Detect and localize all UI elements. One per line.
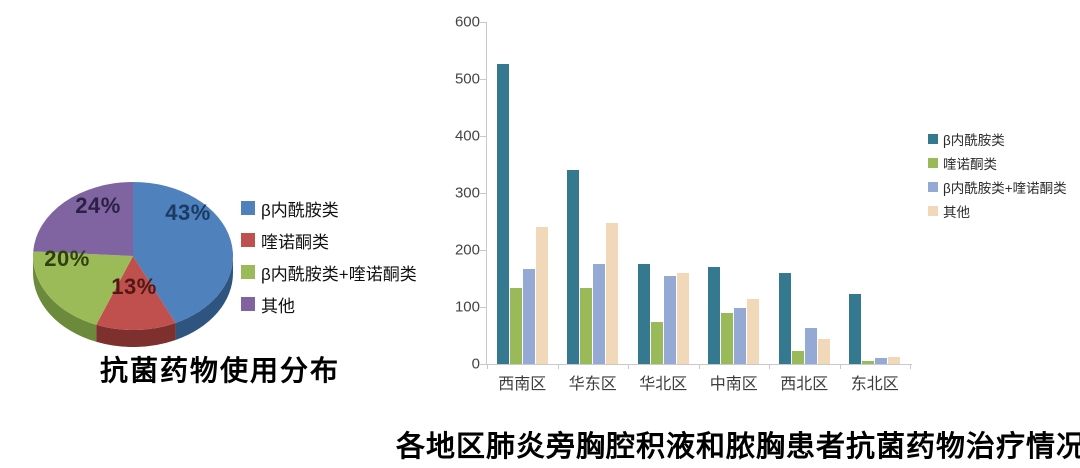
bar-group-华东区 <box>558 22 629 364</box>
bar-中南区-喹诺酮类 <box>721 313 734 364</box>
legend-item: 喹诺酮类 <box>928 151 1067 175</box>
bar-东北区-β内酰胺类+喹诺酮类 <box>875 358 888 364</box>
x-axis-label-中南区: 中南区 <box>709 376 758 393</box>
x-axis-label-华北区: 华北区 <box>639 376 688 393</box>
bar-西北区-喹诺酮类 <box>791 351 804 364</box>
bar-chart-x-axis-labels: 西南区 华东区 华北区 中南区 西北区 东北区 <box>487 370 910 394</box>
legend-label: β内酰胺类 <box>943 133 1005 148</box>
bar-东北区-其他 <box>888 357 901 364</box>
y-axis-tick-mark <box>480 22 486 23</box>
x-axis-label-西北区: 西北区 <box>780 376 829 393</box>
legend-item: β内酰胺类+喹诺酮类 <box>928 175 1067 199</box>
y-axis-tick-mark <box>480 136 486 137</box>
legend-label: 喹诺酮类 <box>261 232 329 252</box>
bar-西南区-其他 <box>535 227 548 364</box>
x-axis-label-东北区: 东北区 <box>850 376 899 393</box>
legend-item: β内酰胺类 <box>928 127 1067 151</box>
bar-西北区-β内酰胺类 <box>778 273 791 364</box>
pie-legend: β内酰胺类喹诺酮类 β内酰胺类+喹诺酮类 其他 <box>241 192 417 320</box>
bar-华东区-β内酰胺类+喹诺酮类 <box>593 264 606 364</box>
pie-slice-label-quinolones: 13% <box>111 274 157 299</box>
x-axis-tick-mark <box>628 365 629 369</box>
bar-东北区-β内酰胺类 <box>849 294 862 364</box>
bar-华东区-喹诺酮类 <box>580 288 593 364</box>
bar-plot <box>487 22 910 364</box>
y-axis-tick-label: 300 <box>454 184 480 202</box>
pie-chart-title: 抗菌药物使用分布 <box>99 356 341 387</box>
legend-item: β内酰胺类 <box>241 192 417 224</box>
x-axis-tick-mark <box>839 365 841 369</box>
bar-西南区-喹诺酮类 <box>509 288 522 364</box>
y-axis-tick-mark <box>480 79 486 80</box>
y-axis-tick-label: 500 <box>454 70 480 88</box>
y-axis-tick-mark <box>480 193 486 194</box>
legend-label: β内酰胺类+喹诺酮类 <box>943 181 1067 196</box>
x-axis-tick-mark <box>698 365 700 369</box>
legend-item: 喹诺酮类 <box>241 224 417 256</box>
bar-group-西北区 <box>769 22 840 364</box>
bar-华东区-β内酰胺类 <box>567 170 580 364</box>
legend-item: 其他 <box>241 288 417 320</box>
x-axis-label-西南区: 西南区 <box>498 376 547 393</box>
x-axis-tick-mark <box>910 365 911 369</box>
bar-华北区-β内酰胺类 <box>637 264 650 364</box>
legend-item: 其他 <box>928 199 1067 223</box>
legend-swatch-icon <box>928 206 938 216</box>
y-axis-tick-label: 600 <box>454 13 480 31</box>
bar-华北区-β内酰胺类+喹诺酮类 <box>663 276 676 364</box>
bar-华北区-喹诺酮类 <box>650 322 663 364</box>
bar-华东区-其他 <box>606 223 619 364</box>
legend-swatch-icon <box>241 297 255 311</box>
bar-华北区-其他 <box>676 273 689 364</box>
x-axis-tick-mark <box>487 365 488 369</box>
y-axis-tick-label: 400 <box>454 127 480 145</box>
y-axis-tick-mark <box>480 250 486 251</box>
legend-swatch-icon <box>241 265 255 279</box>
legend-swatch-icon <box>241 233 255 247</box>
bar-chart-x-axis-line <box>486 364 912 365</box>
bar-中南区-β内酰胺类 <box>708 267 721 364</box>
bar-group-东北区 <box>840 22 911 364</box>
legend-label: β内酰胺类+喹诺酮类 <box>261 264 417 284</box>
bar-group-华北区 <box>628 22 699 364</box>
y-axis-tick-mark <box>480 364 486 365</box>
bar-西南区-β内酰胺类 <box>496 64 509 364</box>
x-axis-label-华东区: 华东区 <box>568 376 617 393</box>
y-axis-tick-label: 200 <box>454 241 480 259</box>
bar-group-西南区 <box>487 22 558 364</box>
legend-label: 其他 <box>943 205 970 220</box>
legend-swatch-icon <box>928 134 938 144</box>
bar-西北区-其他 <box>817 339 830 364</box>
legend-label: 喹诺酮类 <box>943 157 997 172</box>
x-axis-tick-mark <box>769 365 770 369</box>
bar-legend: β内酰胺类喹诺酮类 β内酰胺类+喹诺酮类 其他 <box>928 127 1067 223</box>
bar-中南区-其他 <box>747 299 760 364</box>
pie-slice-label-other: 24% <box>75 193 121 218</box>
bar-chart-title: 各地区肺炎旁胸腔积液和脓胸患者抗菌药物治疗情况 <box>395 431 1080 463</box>
pie-chart <box>32 182 233 347</box>
legend-swatch-icon <box>928 158 938 168</box>
bar-西北区-β内酰胺类+喹诺酮类 <box>804 328 817 364</box>
legend-item: β内酰胺类+喹诺酮类 <box>241 256 417 288</box>
y-axis-tick-label: 100 <box>454 298 480 316</box>
bar-西南区-β内酰胺类+喹诺酮类 <box>522 269 535 364</box>
pie-slice-label-beta-lactams: 43% <box>165 200 211 225</box>
y-axis-tick-label: 0 <box>471 355 480 373</box>
y-axis-tick-mark <box>480 307 486 308</box>
pie-slice-label-combo: 20% <box>44 246 90 271</box>
legend-swatch-icon <box>241 201 255 215</box>
bar-chart-y-axis-line <box>486 22 487 365</box>
bar-中南区-β内酰胺类+喹诺酮类 <box>734 308 747 364</box>
x-axis-tick-mark <box>557 365 559 369</box>
legend-label: 其他 <box>261 296 295 316</box>
legend-swatch-icon <box>928 182 938 192</box>
bar-group-中南区 <box>699 22 770 364</box>
bar-东北区-喹诺酮类 <box>862 361 875 364</box>
legend-label: β内酰胺类 <box>261 200 339 220</box>
